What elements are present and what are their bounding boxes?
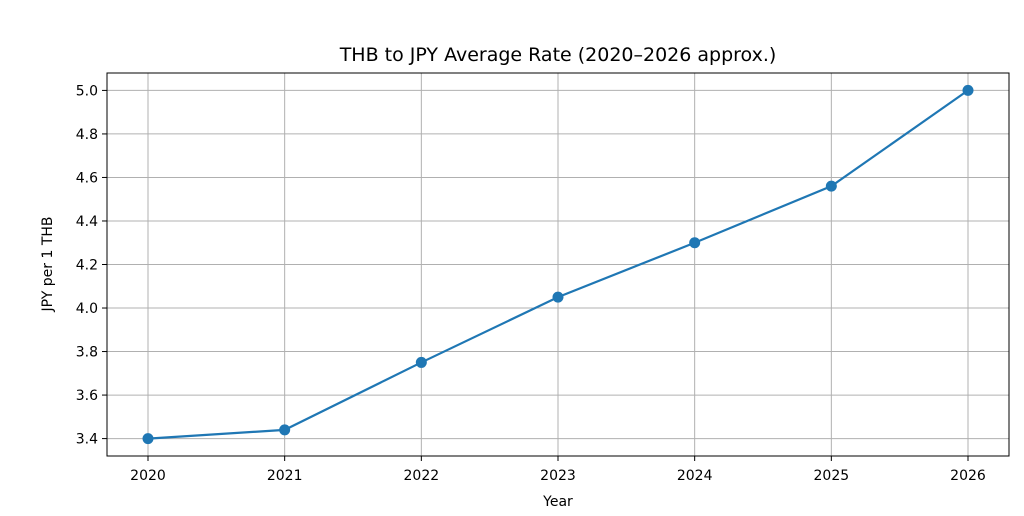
x-tick-label: 2024 xyxy=(677,468,713,484)
y-tick-label: 5.0 xyxy=(76,83,98,99)
data-point xyxy=(552,291,564,303)
x-axis-label: Year xyxy=(542,494,573,510)
data-point xyxy=(142,433,154,445)
x-tick-label: 2023 xyxy=(540,468,576,484)
y-tick-label: 3.8 xyxy=(76,345,98,361)
x-tick-label: 2025 xyxy=(814,468,850,484)
x-tick-label: 2022 xyxy=(404,468,440,484)
plot-frame xyxy=(106,72,1010,457)
y-tick-label: 4.8 xyxy=(76,127,98,143)
data-point xyxy=(415,356,427,368)
data-point xyxy=(689,237,701,249)
grid-lines xyxy=(107,73,1009,456)
chart-title: THB to JPY Average Rate (2020–2026 appro… xyxy=(339,44,777,66)
y-tick-label: 4.2 xyxy=(76,258,98,274)
y-tick-label: 4.6 xyxy=(76,170,98,186)
data-point xyxy=(825,180,837,192)
y-tick-label: 4.0 xyxy=(76,301,98,317)
y-tick-label: 4.4 xyxy=(76,214,98,230)
data-point xyxy=(279,424,291,436)
y-axis-label: JPY per 1 THB xyxy=(40,216,56,312)
x-axis-ticks: 2020 2021 2022 2023 2024 2025 2026 xyxy=(130,456,986,484)
x-tick-label: 2021 xyxy=(267,468,303,484)
y-tick-label: 3.4 xyxy=(76,432,98,448)
data-series xyxy=(142,84,974,445)
x-tick-label: 2026 xyxy=(950,468,986,484)
y-tick-label: 3.6 xyxy=(76,388,98,404)
x-tick-label: 2020 xyxy=(130,468,166,484)
y-axis-ticks: 3.4 3.6 3.8 4.0 4.2 4.4 4.6 4.8 5.0 xyxy=(76,83,107,448)
data-point xyxy=(962,84,974,96)
